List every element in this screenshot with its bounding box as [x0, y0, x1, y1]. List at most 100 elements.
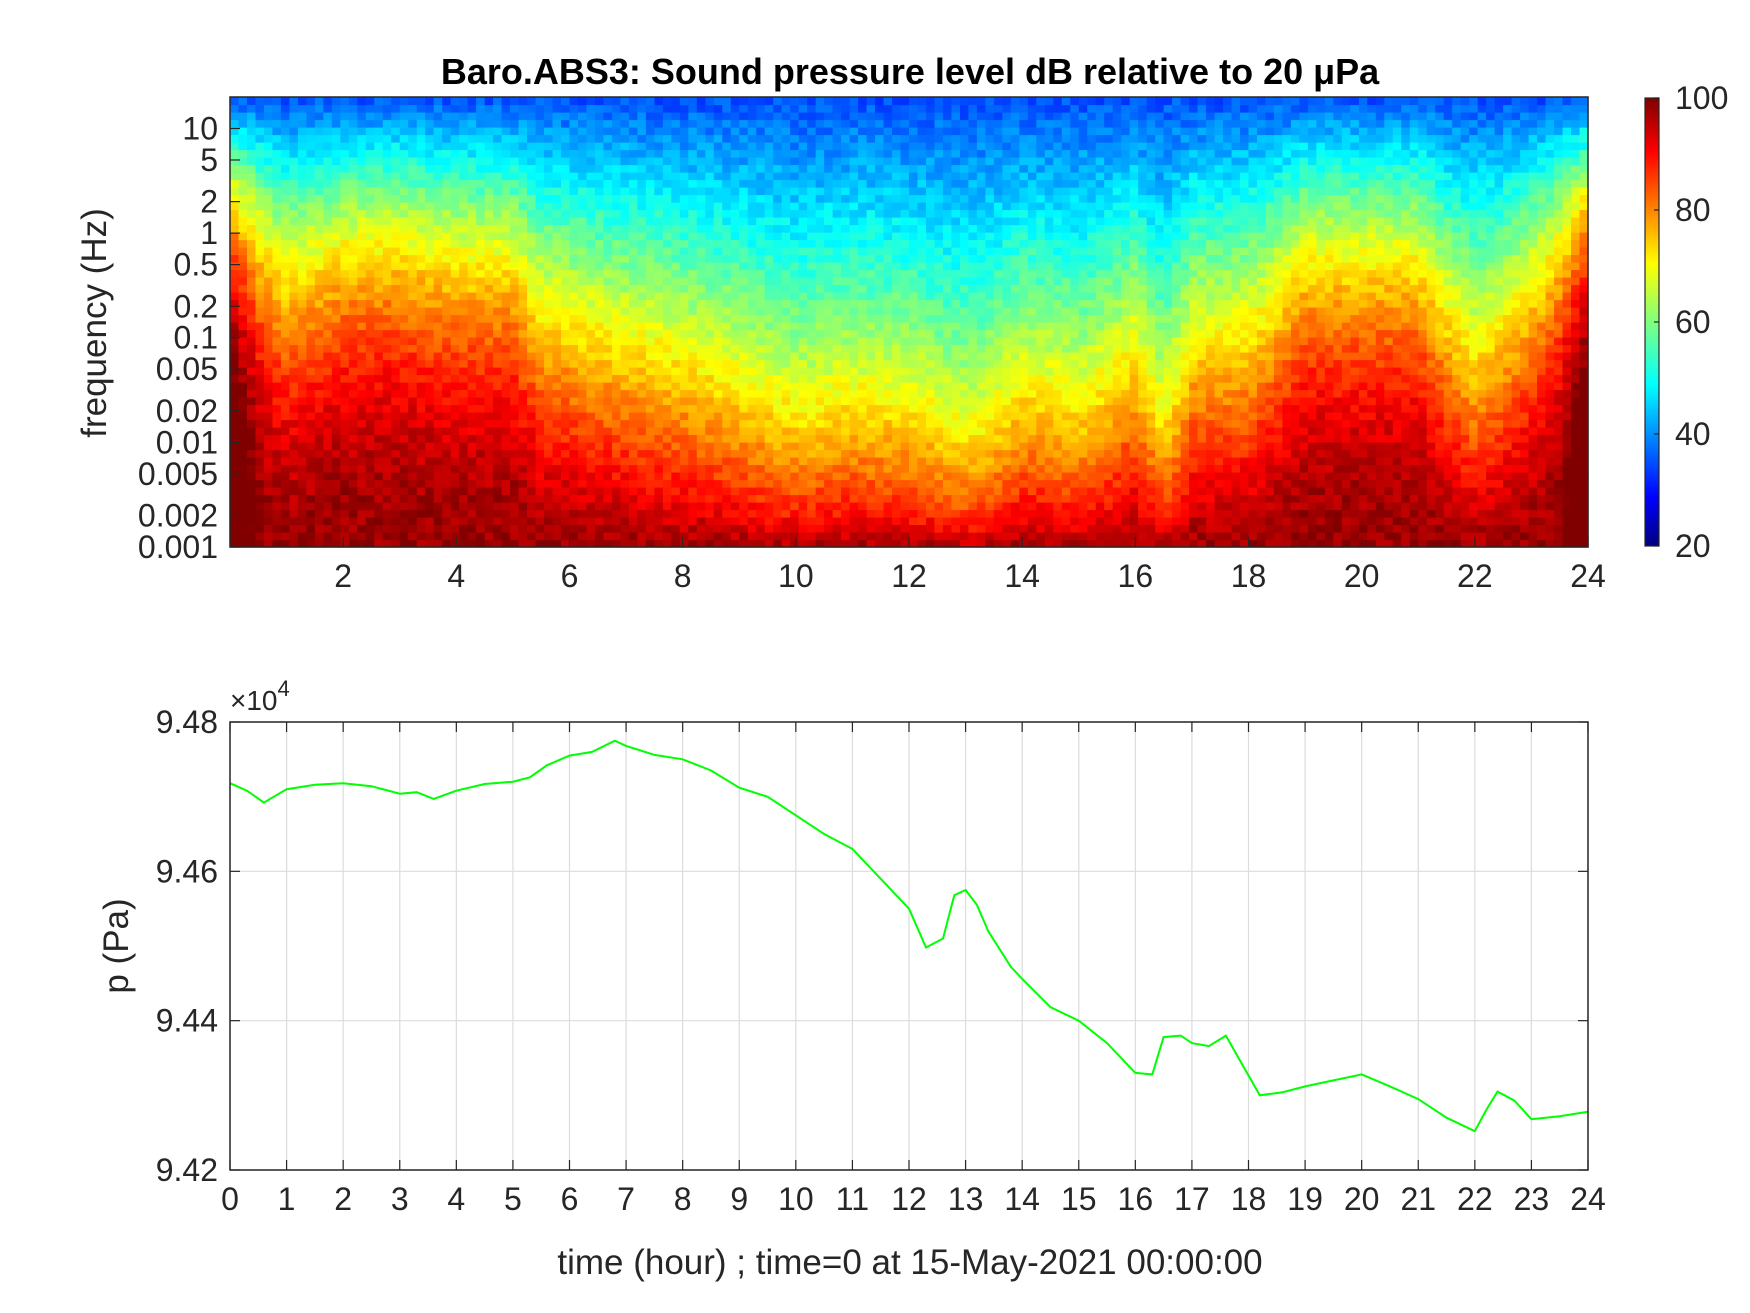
heatmap-cell — [433, 277, 443, 286]
heatmap-cell — [510, 419, 520, 428]
heatmap-cell — [433, 149, 443, 158]
heatmap-cell — [603, 404, 613, 413]
heatmap-cell — [314, 194, 324, 203]
heatmap-cell — [357, 494, 367, 503]
heatmap-cell — [442, 479, 452, 488]
heatmap-cell — [849, 209, 859, 218]
heatmap-cell — [866, 224, 876, 233]
heatmap-cell — [357, 352, 367, 361]
heatmap-cell — [637, 337, 647, 346]
heatmap-cell — [611, 419, 622, 428]
heatmap-cell — [493, 314, 503, 323]
heatmap-cell — [263, 149, 274, 158]
heatmap-cell — [314, 179, 324, 188]
heatmap-cell — [501, 254, 511, 263]
heatmap-cell — [255, 209, 265, 218]
heatmap-cell — [399, 277, 409, 286]
heatmap-cell — [297, 517, 307, 526]
heatmap-cell — [510, 299, 520, 308]
heatmap-cell — [484, 367, 494, 376]
heatmap-cell — [849, 434, 859, 443]
heatmap-cell — [535, 164, 545, 173]
heatmap-cell — [476, 284, 486, 293]
heatmap-cell — [238, 119, 248, 128]
heatmap-cell — [272, 487, 282, 496]
heatmap-cell — [306, 119, 316, 128]
heatmap-cell — [561, 119, 571, 128]
heatmap-cell — [348, 434, 358, 443]
heatmap-cell — [620, 262, 630, 271]
heatmap-cell — [892, 262, 902, 271]
heatmap-cell — [527, 149, 537, 158]
heatmap-cell — [849, 344, 859, 353]
heatmap-cell — [832, 217, 842, 226]
heatmap-cell — [357, 172, 367, 181]
heatmap-cell — [713, 419, 723, 428]
heatmap-cell — [433, 494, 443, 503]
heatmap-cell — [493, 172, 503, 181]
heatmap-cell — [586, 502, 596, 511]
heatmap-cell — [230, 419, 240, 428]
heatmap-cell — [764, 397, 774, 406]
heatmap-cell — [934, 502, 944, 511]
heatmap-cell — [314, 322, 324, 331]
heatmap-cell — [306, 382, 316, 391]
heatmap-cell — [756, 179, 766, 188]
heatmap-cell — [365, 269, 375, 278]
heatmap-cell — [425, 442, 435, 451]
heatmap-cell — [314, 412, 324, 421]
heatmap-cell — [866, 502, 876, 511]
heatmap-cell — [442, 157, 452, 166]
heatmap-cell — [883, 389, 893, 398]
heatmap-cell — [255, 112, 265, 121]
heatmap-cell — [561, 269, 571, 278]
heatmap-cell — [518, 142, 528, 151]
heatmap-cell — [586, 119, 596, 128]
heatmap-cell — [637, 539, 647, 548]
heatmap-cell — [280, 517, 291, 526]
heatmap-cell — [569, 404, 579, 413]
heatmap-cell — [815, 344, 825, 353]
heatmap-cell — [501, 404, 511, 413]
heatmap-cell — [696, 427, 706, 436]
heatmap-cell — [425, 352, 435, 361]
heatmap-cell — [594, 532, 605, 541]
heatmap-cell — [391, 97, 401, 106]
heatmap-cell — [730, 322, 740, 331]
heatmap-cell — [459, 322, 469, 331]
heatmap-cell — [603, 539, 613, 548]
heatmap-cell — [399, 389, 409, 398]
heatmap-cell — [688, 359, 698, 368]
heatmap-cell — [416, 284, 426, 293]
heatmap-cell — [263, 449, 274, 458]
heatmap-cell — [331, 502, 341, 511]
heatmap-cell — [561, 314, 571, 323]
heatmap-cell — [739, 352, 749, 361]
heatmap-cell — [230, 284, 240, 293]
heatmap-cell — [875, 209, 885, 218]
heatmap-cell — [535, 269, 545, 278]
heatmap-cell — [314, 457, 324, 466]
heatmap-cell — [798, 449, 808, 458]
heatmap-cell — [459, 472, 469, 481]
heatmap-cell — [246, 247, 257, 256]
heatmap-cell — [900, 412, 910, 421]
heatmap-cell — [382, 359, 392, 368]
heatmap-cell — [611, 352, 622, 361]
heatmap-cell — [272, 337, 282, 346]
heatmap-cell — [611, 194, 622, 203]
heatmap-cell — [603, 517, 613, 526]
heatmap-cell — [357, 187, 367, 196]
heatmap-cell — [841, 232, 851, 241]
heatmap-cell — [561, 224, 571, 233]
heatmap-cell — [459, 134, 469, 143]
heatmap-cell — [246, 472, 257, 481]
heatmap-cell — [450, 344, 460, 353]
heatmap-cell — [331, 359, 341, 368]
heatmap-cell — [561, 247, 571, 256]
heatmap-cell — [255, 247, 265, 256]
heatmap-cell — [569, 314, 579, 323]
heatmap-cell — [900, 314, 910, 323]
heatmap-cell — [611, 494, 622, 503]
heatmap-cell — [892, 352, 902, 361]
